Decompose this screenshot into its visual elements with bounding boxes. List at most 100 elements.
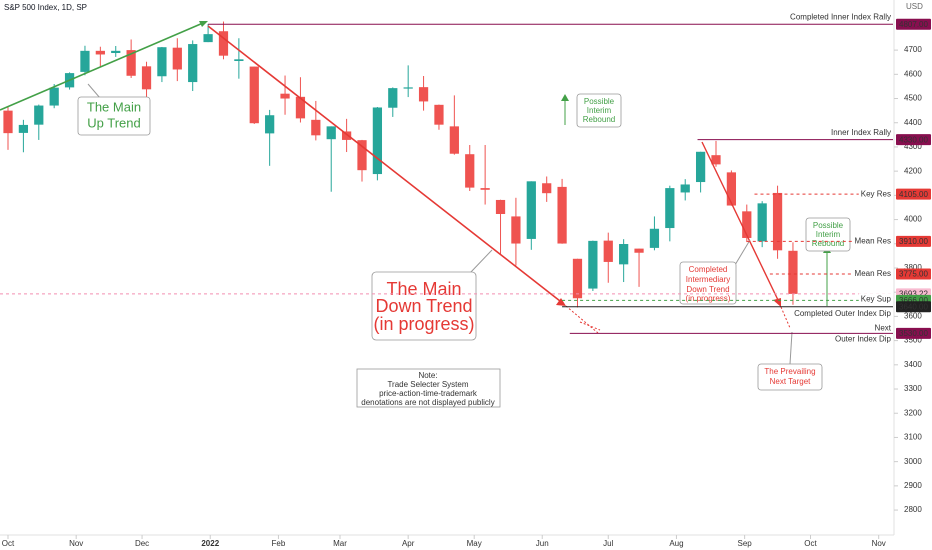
price-label-bg [896,188,931,200]
y-tick-label: 4400 [904,118,922,127]
y-tick-label: 3100 [904,433,922,442]
candle-body [465,154,475,188]
level-text: Mean Res [855,236,891,245]
candle-body [649,228,660,248]
annotation-text: Next Target [770,377,812,386]
y-tick-label: 4500 [904,94,922,103]
arrow-head [561,94,569,101]
candle-body [665,188,675,229]
x-tick-label: Aug [669,539,683,548]
candle-body [526,181,536,239]
level-text-bg [852,267,893,282]
annotation-text: Up Trend [87,115,140,130]
candle-body [695,151,706,183]
y-tick-label: 4300 [904,142,922,151]
price-label-bg [896,268,931,280]
trend-extension [579,321,601,331]
candle-body [495,199,506,214]
intermediary-trend-line [701,141,779,301]
trend-extension [565,305,599,334]
x-tick-label: 2022 [201,539,219,548]
candle-body [542,183,552,194]
y-tick-label: 3200 [904,408,922,417]
candle-body [49,87,59,106]
x-tick-label: Mar [333,539,347,548]
price-label: 3910.00 [899,237,928,246]
annotation-text: (in progress) [373,314,474,334]
y-tick-label: 3300 [904,384,922,393]
x-tick-label: Feb [272,539,286,548]
candle-body [619,244,629,265]
candle-body [588,240,598,289]
price-label: 3666.00 [899,296,928,305]
level-text: Completed Outer Index Dip [794,309,891,318]
price-label: 3640.00 [899,302,928,311]
candle-body [326,126,336,140]
annotation-text: Note: [418,371,437,380]
level-text: Outer Index Dip [835,334,892,343]
price-label-bg [896,327,931,339]
price-label-bg [896,134,931,146]
candle-body [341,131,352,140]
annotation: Possible Interim Rebound [805,217,851,252]
candle-body [80,50,90,72]
candle-body [157,47,167,77]
candle-body [111,50,121,54]
annotation: The Main Down Trend (in progress) [371,249,493,341]
annotation-text: Rebound [583,115,615,124]
annotation: Possible Interim Rebound [576,93,622,128]
level-text: Mean Res [855,269,891,278]
annotation-text: price-action-time-trademark [379,389,478,398]
candle-body [403,87,413,89]
x-tick-label: Oct [2,539,15,548]
annotation-text: Rebound [812,239,844,248]
candle-body [126,50,136,76]
candle-body [172,47,182,70]
x-tick-label: Apr [402,539,415,548]
y-unit: USD [906,2,923,11]
y-tick-label: 4700 [904,45,922,54]
annotation-text: Down Trend [686,285,729,294]
x-tick-label: Nov [872,539,886,548]
price-label-bg [896,235,931,247]
x-tick-label: Oct [804,539,817,548]
y-tick-label: 2800 [904,505,922,514]
candle-body [449,126,459,154]
annotation-text: Possible [813,221,844,230]
level-text: Completed Inner Index Rally [790,12,891,21]
price-label: 4330.00 [899,135,928,144]
candle-body [188,44,198,83]
candle-body [480,188,490,190]
level-text: Key Res [861,189,891,198]
up-trend-line [0,22,204,111]
candle-body [772,192,783,251]
candle-body [234,59,244,62]
annotation: The Prevailing Next Target [757,331,823,391]
candle-body [603,240,613,262]
x-tick-label: Jun [536,539,549,548]
candle-body [141,66,152,90]
annotation-text: The Main [386,279,461,299]
candle-body [357,140,367,171]
annotation-text: Interim [816,230,841,239]
candle-body [757,203,767,242]
annotation-text: Intermediary [686,275,730,284]
candle-body [434,104,444,125]
candle-body [788,250,798,294]
level-text: Next [875,323,892,332]
level-text-bg [852,235,893,247]
down-trend-line [207,25,561,302]
annotation-text: Completed [689,265,728,274]
annotation-text: The Main [87,99,141,114]
candle-body [34,105,44,125]
price-label-bg [896,18,931,30]
level-text-bg [858,293,893,308]
candle-body [742,211,752,238]
price-label: 4105.00 [899,190,928,199]
candle-body [418,87,429,102]
annotation: Note: Trade Selecter System price-action… [356,368,501,408]
candle-body [634,248,644,253]
y-tick-label: 4200 [904,166,922,175]
arrow-head [556,298,566,306]
